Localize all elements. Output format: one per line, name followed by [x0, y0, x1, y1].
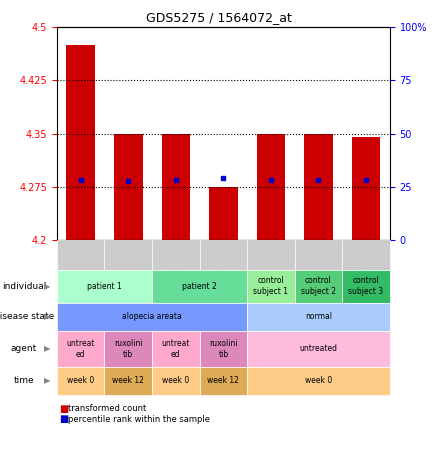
Text: week 12: week 12	[208, 376, 239, 386]
Text: ■: ■	[59, 404, 68, 414]
Text: transformed count: transformed count	[68, 404, 146, 413]
Bar	[352, 137, 380, 240]
Text: week 12: week 12	[112, 376, 144, 386]
Text: control
subject 1: control subject 1	[254, 276, 289, 296]
Text: ▶: ▶	[44, 344, 50, 353]
Text: week 0: week 0	[162, 376, 190, 386]
Text: control
subject 3: control subject 3	[349, 276, 384, 296]
Bar	[114, 134, 142, 240]
Text: week 0: week 0	[67, 376, 94, 386]
Text: ruxolini
tib: ruxolini tib	[209, 339, 238, 358]
Text: patient 1: patient 1	[87, 282, 122, 290]
Text: ▶: ▶	[44, 376, 50, 386]
Bar	[67, 45, 95, 240]
Text: untreated: untreated	[300, 344, 338, 353]
Text: patient 2: patient 2	[182, 282, 217, 290]
Text: untreat
ed: untreat ed	[67, 339, 95, 358]
Text: ruxolini
tib: ruxolini tib	[114, 339, 143, 358]
Text: week 0: week 0	[305, 376, 332, 386]
Text: individual: individual	[2, 282, 46, 290]
Bar	[162, 134, 190, 240]
Text: agent: agent	[11, 344, 37, 353]
Text: control
subject 2: control subject 2	[301, 276, 336, 296]
Bar	[209, 187, 238, 240]
Text: percentile rank within the sample: percentile rank within the sample	[68, 414, 210, 424]
Bar	[304, 134, 333, 240]
Text: time: time	[14, 376, 35, 386]
Text: normal: normal	[305, 312, 332, 321]
Text: GDS5275 / 1564072_at: GDS5275 / 1564072_at	[146, 11, 292, 24]
Text: ▶: ▶	[44, 282, 50, 290]
Text: untreat
ed: untreat ed	[162, 339, 190, 358]
Bar	[257, 134, 285, 240]
Text: ■: ■	[59, 414, 68, 424]
Text: alopecia areata: alopecia areata	[122, 312, 182, 321]
Text: disease state: disease state	[0, 312, 54, 321]
Text: ▶: ▶	[44, 312, 50, 321]
